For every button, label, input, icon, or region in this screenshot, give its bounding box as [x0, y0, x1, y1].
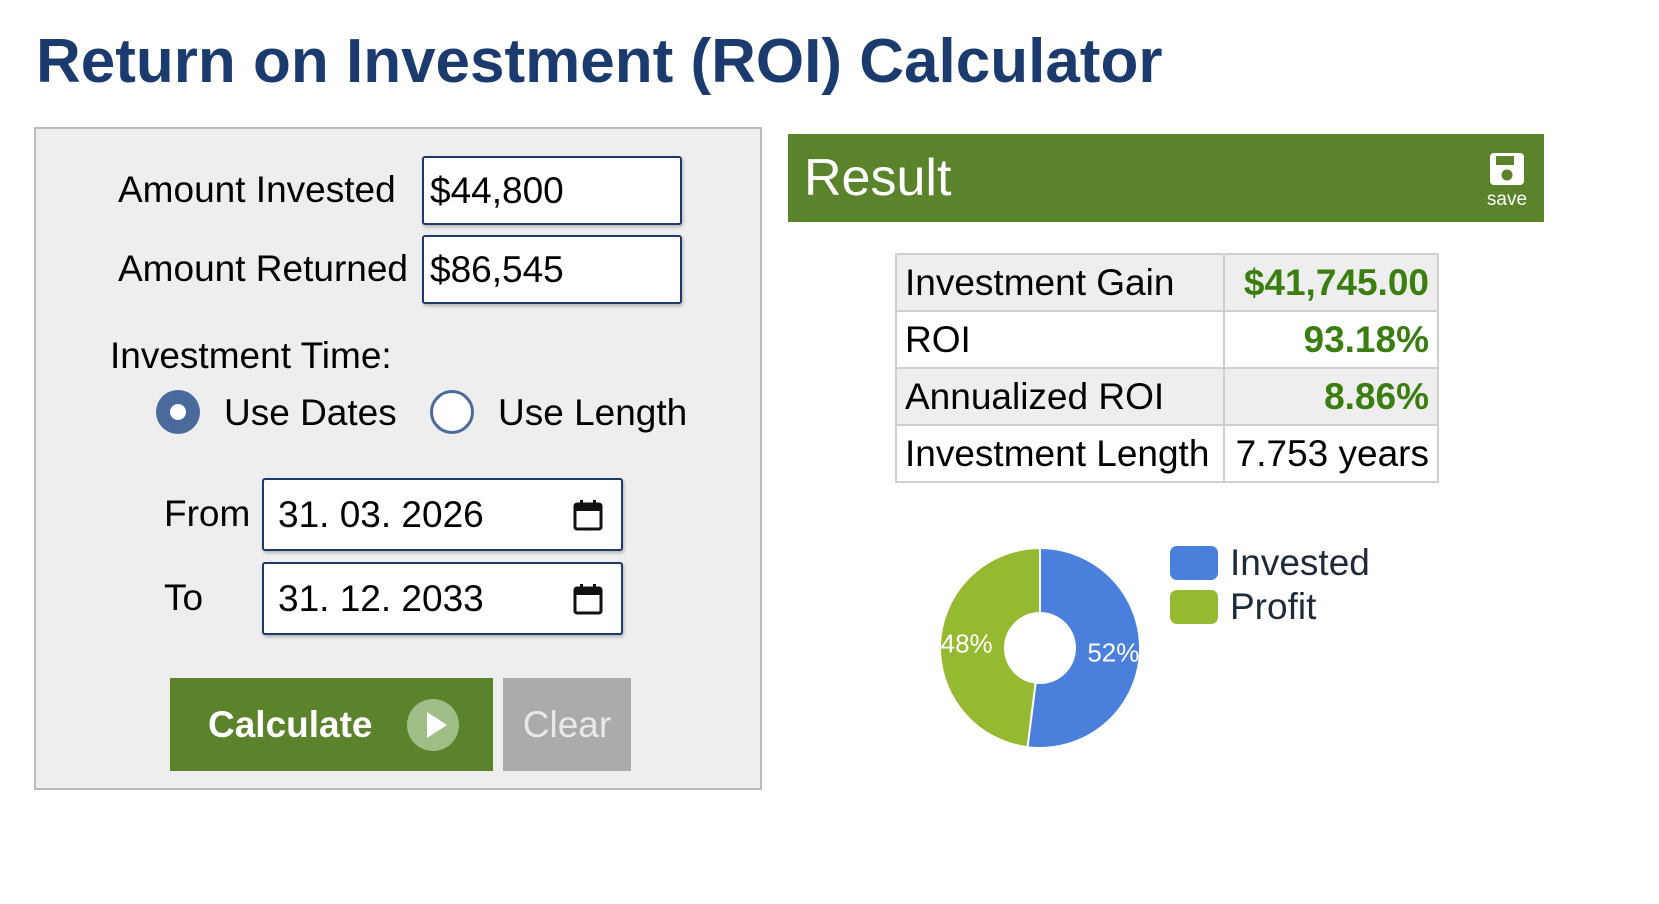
- to-label: To: [164, 577, 204, 618]
- investment-time-label: Investment Time:: [110, 335, 392, 376]
- table-row: ROI 93.18%: [895, 310, 1439, 369]
- result-value: 93.18%: [1223, 310, 1439, 369]
- result-title: Result: [804, 149, 952, 207]
- calculate-button[interactable]: Calculate: [170, 678, 493, 771]
- investment-pie-chart: 52% 48%: [939, 546, 1141, 749]
- result-label: Investment Length: [895, 424, 1225, 483]
- amount-returned-input[interactable]: $86,545: [422, 235, 682, 304]
- legend-label: Profit: [1230, 586, 1317, 627]
- amount-invested-input[interactable]: $44,800: [422, 156, 682, 225]
- legend-swatch-invested: [1170, 546, 1218, 580]
- result-label: ROI: [895, 310, 1225, 369]
- result-table: Investment Gain $41,745.00 ROI 93.18% An…: [895, 253, 1439, 483]
- calculate-label: Calculate: [208, 703, 373, 745]
- result-value: 8.86%: [1223, 367, 1439, 426]
- legend-label: Invested: [1230, 542, 1370, 583]
- use-length-label[interactable]: Use Length: [498, 392, 688, 433]
- to-date-input[interactable]: 31. 12. 2033: [262, 562, 623, 635]
- from-date-value: 31. 03. 2026: [278, 493, 484, 535]
- use-length-radio[interactable]: [430, 390, 474, 434]
- legend-item-profit: Profit: [1170, 585, 1370, 629]
- table-row: Investment Gain $41,745.00: [895, 253, 1439, 312]
- result-header: Result save: [788, 134, 1544, 222]
- amount-returned-label: Amount Returned: [118, 248, 409, 289]
- save-button[interactable]: save: [1484, 152, 1530, 211]
- result-value: 7.753 years: [1223, 424, 1439, 483]
- clear-button[interactable]: Clear: [503, 678, 631, 771]
- pie-label-invested: 52%: [1087, 638, 1139, 668]
- pie-label-profit: 48%: [941, 628, 993, 658]
- result-label: Investment Gain: [895, 253, 1225, 312]
- amount-invested-label: Amount Invested: [118, 169, 396, 210]
- result-value: $41,745.00: [1223, 253, 1439, 312]
- pie-slice-profit: [939, 546, 1041, 749]
- calendar-icon[interactable]: [573, 583, 603, 615]
- save-label: save: [1486, 189, 1528, 210]
- legend-item-invested: Invested: [1170, 541, 1370, 585]
- pie-slice-invested: [1026, 546, 1141, 749]
- use-dates-radio[interactable]: [156, 390, 200, 434]
- chart-legend: Invested Profit: [1170, 541, 1370, 629]
- floppy-disk-icon: [1490, 153, 1524, 185]
- table-row: Annualized ROI 8.86%: [895, 367, 1439, 426]
- page-title: Return on Investment (ROI) Calculator: [36, 27, 1163, 96]
- table-row: Investment Length 7.753 years: [895, 424, 1439, 483]
- from-date-input[interactable]: 31. 03. 2026: [262, 478, 623, 551]
- legend-swatch-profit: [1170, 590, 1218, 624]
- use-dates-label[interactable]: Use Dates: [224, 392, 397, 433]
- from-label: From: [164, 493, 251, 534]
- input-form-panel: Amount Invested $44,800 Amount Returned …: [34, 127, 762, 790]
- play-icon: [407, 699, 459, 751]
- to-date-value: 31. 12. 2033: [278, 577, 484, 619]
- calendar-icon[interactable]: [573, 499, 603, 531]
- result-label: Annualized ROI: [895, 367, 1225, 426]
